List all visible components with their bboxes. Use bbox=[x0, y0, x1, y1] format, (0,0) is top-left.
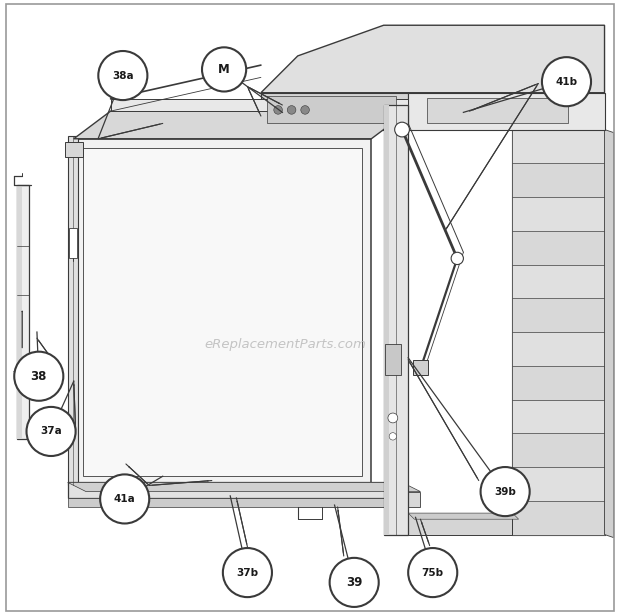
Circle shape bbox=[388, 413, 398, 423]
Circle shape bbox=[451, 252, 463, 264]
Circle shape bbox=[330, 558, 379, 607]
Polygon shape bbox=[513, 197, 604, 231]
Polygon shape bbox=[513, 130, 604, 164]
Circle shape bbox=[301, 106, 309, 114]
Circle shape bbox=[99, 51, 148, 100]
Polygon shape bbox=[298, 491, 420, 507]
Circle shape bbox=[223, 548, 272, 597]
Polygon shape bbox=[17, 184, 29, 440]
Polygon shape bbox=[385, 344, 401, 375]
Polygon shape bbox=[513, 501, 604, 534]
Polygon shape bbox=[408, 513, 518, 519]
Polygon shape bbox=[408, 93, 604, 130]
Polygon shape bbox=[513, 467, 604, 501]
Text: eReplacementParts.com: eReplacementParts.com bbox=[205, 338, 366, 351]
Polygon shape bbox=[513, 264, 604, 298]
Polygon shape bbox=[69, 228, 77, 258]
Polygon shape bbox=[68, 482, 402, 498]
Text: 41b: 41b bbox=[556, 77, 578, 87]
Polygon shape bbox=[513, 231, 604, 264]
Polygon shape bbox=[604, 130, 614, 538]
Text: 37b: 37b bbox=[236, 568, 259, 577]
Circle shape bbox=[542, 57, 591, 106]
Circle shape bbox=[14, 352, 63, 401]
Polygon shape bbox=[68, 482, 420, 491]
Polygon shape bbox=[513, 164, 604, 197]
Polygon shape bbox=[74, 111, 408, 139]
Polygon shape bbox=[83, 148, 362, 476]
Polygon shape bbox=[513, 366, 604, 400]
Polygon shape bbox=[74, 139, 371, 485]
Circle shape bbox=[395, 122, 409, 137]
Polygon shape bbox=[513, 130, 604, 534]
Circle shape bbox=[408, 548, 458, 597]
Text: 75b: 75b bbox=[422, 568, 444, 577]
Polygon shape bbox=[513, 400, 604, 434]
Text: 38a: 38a bbox=[112, 71, 134, 81]
Polygon shape bbox=[261, 25, 604, 93]
Polygon shape bbox=[408, 513, 513, 534]
Polygon shape bbox=[513, 434, 604, 467]
Polygon shape bbox=[267, 96, 396, 124]
Polygon shape bbox=[110, 99, 408, 111]
Polygon shape bbox=[261, 93, 408, 130]
Text: 39: 39 bbox=[346, 576, 362, 589]
Polygon shape bbox=[17, 184, 22, 440]
Circle shape bbox=[389, 433, 397, 440]
Text: 38: 38 bbox=[30, 370, 47, 383]
Circle shape bbox=[287, 106, 296, 114]
Text: ←: ← bbox=[12, 370, 18, 376]
Polygon shape bbox=[513, 332, 604, 366]
Polygon shape bbox=[68, 139, 74, 482]
Circle shape bbox=[274, 106, 282, 114]
Polygon shape bbox=[68, 498, 402, 507]
Text: 37a: 37a bbox=[40, 426, 62, 437]
Polygon shape bbox=[384, 105, 389, 534]
Polygon shape bbox=[513, 298, 604, 332]
Polygon shape bbox=[68, 136, 78, 485]
Polygon shape bbox=[413, 360, 428, 375]
Text: 41a: 41a bbox=[114, 494, 136, 504]
Circle shape bbox=[480, 467, 529, 516]
Polygon shape bbox=[64, 142, 83, 157]
Text: 39b: 39b bbox=[494, 486, 516, 496]
Text: M: M bbox=[218, 63, 230, 76]
Circle shape bbox=[27, 407, 76, 456]
Polygon shape bbox=[427, 98, 568, 124]
Circle shape bbox=[202, 47, 246, 92]
Polygon shape bbox=[384, 105, 408, 534]
Circle shape bbox=[100, 474, 149, 523]
